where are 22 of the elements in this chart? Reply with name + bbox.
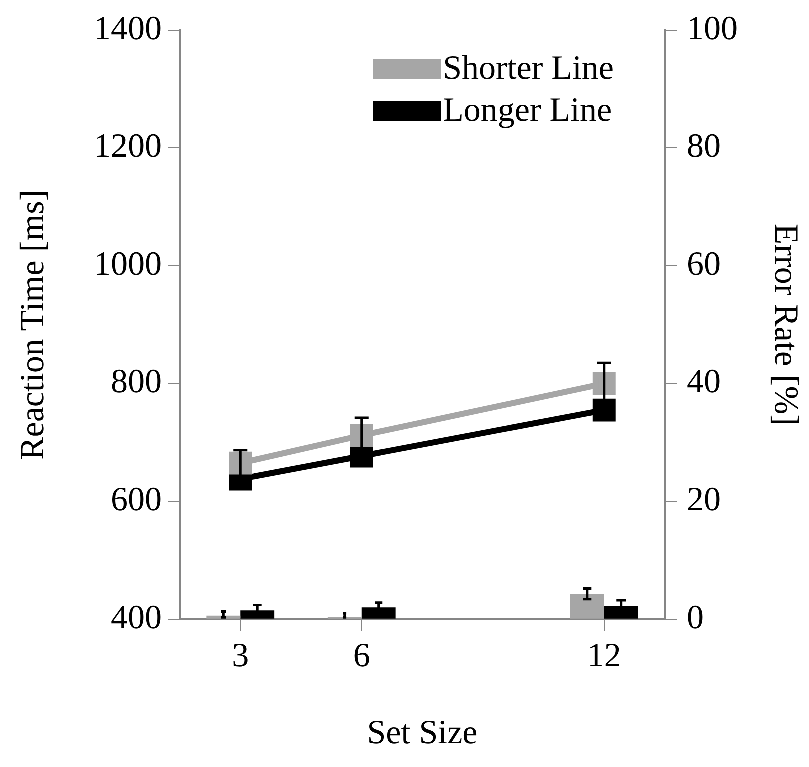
legend-label: Longer Line	[443, 91, 612, 131]
y2-tick-label: 60	[687, 246, 721, 283]
x-tick-label: 3	[232, 638, 250, 675]
y-axis-title: Reaction Time [ms]	[14, 190, 52, 460]
y2-tick-label: 20	[687, 482, 721, 519]
bar	[570, 594, 604, 619]
y-tick-label: 800	[111, 364, 162, 401]
y-tick-label: 1000	[94, 246, 162, 283]
y-tick-label: 400	[111, 599, 162, 636]
y2-axis-title: Error Rate [%]	[768, 224, 805, 426]
legend-label: Shorter Line	[443, 49, 614, 89]
x-axis-title: Set Size	[367, 714, 478, 752]
x-tick-label: 12	[587, 638, 622, 675]
y2-tick-label: 40	[687, 364, 721, 401]
y2-tick-label: 80	[687, 128, 721, 166]
y-tick-label: 600	[111, 482, 162, 519]
y2-tick-label: 0	[687, 599, 704, 636]
point	[592, 398, 616, 422]
y-tick-label: 1200	[94, 128, 162, 166]
y-tick-label: 1400	[94, 10, 162, 48]
y2-tick-label: 100	[687, 10, 738, 48]
x-tick-label: 6	[353, 638, 370, 675]
